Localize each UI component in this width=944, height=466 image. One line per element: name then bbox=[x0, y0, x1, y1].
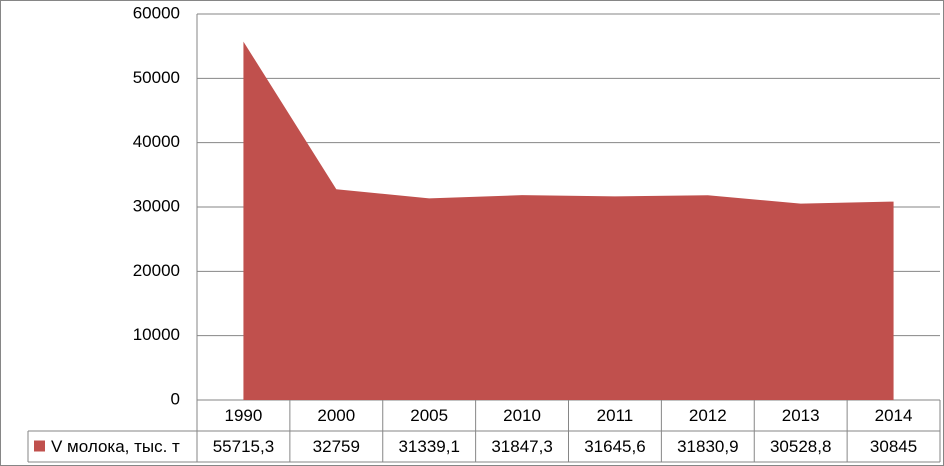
y-tick-label: 40000 bbox=[133, 132, 180, 151]
data-label: 55715,3 bbox=[213, 437, 274, 456]
x-tick-label: 2010 bbox=[503, 406, 541, 425]
data-label: 30845 bbox=[870, 437, 917, 456]
x-tick-label: 2013 bbox=[782, 406, 820, 425]
y-tick-label: 20000 bbox=[133, 261, 180, 280]
x-tick-label: 2012 bbox=[689, 406, 727, 425]
data-label: 31830,9 bbox=[677, 437, 738, 456]
y-tick-label: 50000 bbox=[133, 68, 180, 87]
data-label: 31645,6 bbox=[584, 437, 645, 456]
area bbox=[243, 41, 894, 400]
data-label: 30528,8 bbox=[770, 437, 831, 456]
data-label: 31847,3 bbox=[491, 437, 552, 456]
x-tick-label: 2014 bbox=[875, 406, 913, 425]
data-label: 32759 bbox=[313, 437, 360, 456]
y-tick-label: 60000 bbox=[133, 3, 180, 22]
y-tick-label: 10000 bbox=[133, 325, 180, 344]
x-tick-label: 2005 bbox=[410, 406, 448, 425]
y-tick-label: 0 bbox=[171, 389, 180, 408]
data-label: 31339,1 bbox=[398, 437, 459, 456]
y-tick-label: 30000 bbox=[133, 196, 180, 215]
legend-key bbox=[34, 440, 45, 452]
legend-label: V молока, тыс. т bbox=[51, 437, 180, 456]
x-tick-label: 2000 bbox=[317, 406, 355, 425]
x-tick-label: 1990 bbox=[225, 406, 263, 425]
x-tick-label: 2011 bbox=[597, 406, 634, 425]
